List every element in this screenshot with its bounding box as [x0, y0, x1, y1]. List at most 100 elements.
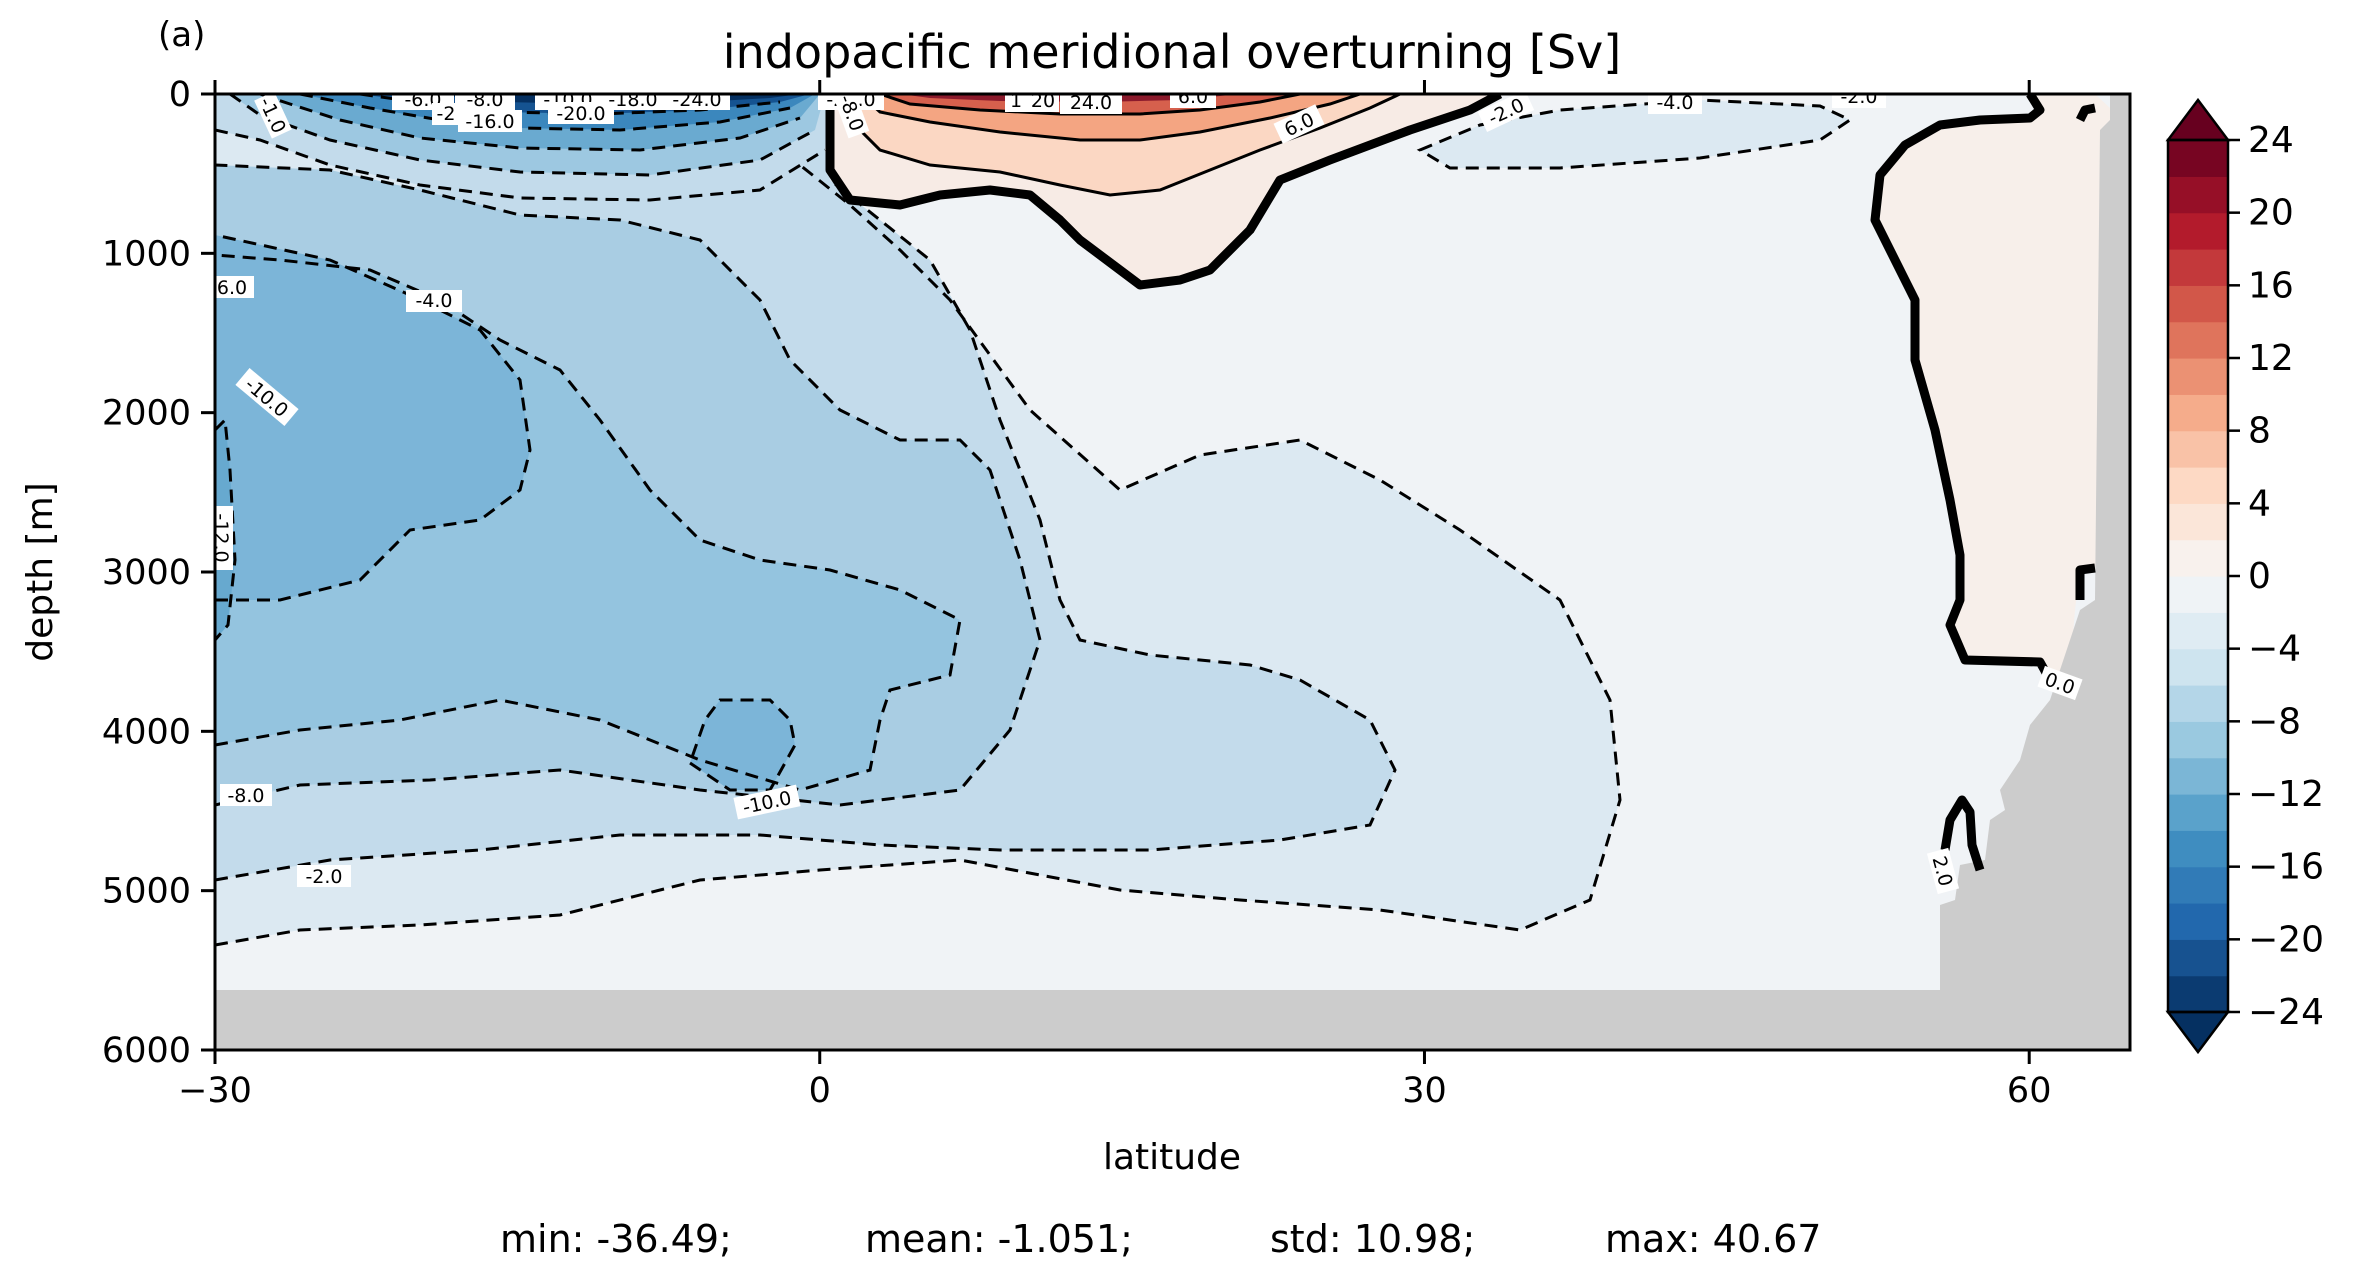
contour-label: 6.0 — [217, 277, 247, 299]
colorbar-segment — [2168, 285, 2228, 323]
x-tick-label: 60 — [2007, 1071, 2052, 1111]
colorbar-tick-label: 0 — [2248, 556, 2271, 597]
colorbar-tick-label: −20 — [2248, 919, 2324, 960]
colorbar-segment — [2168, 685, 2228, 722]
colorbar-tick-label: −24 — [2248, 992, 2324, 1033]
contour-label-box — [664, 94, 730, 110]
colorbar-segment — [2168, 830, 2228, 868]
contour-line — [825, 94, 1503, 290]
colorbar-segment — [2168, 648, 2228, 686]
y-tick-label: 6000 — [102, 1031, 191, 1071]
colorbar-segment — [2168, 939, 2228, 977]
contour-label: -2 — [437, 103, 456, 125]
contour-label: 6.0 — [1178, 86, 1208, 108]
contour-label: -2.0 — [305, 866, 342, 888]
colorbar-tick-label: −4 — [2248, 629, 2301, 670]
contour-label: -12.0 — [210, 513, 232, 562]
contour-line — [858, 94, 1361, 142]
x-axis-title: latitude — [1103, 1137, 1241, 1178]
contour-line — [215, 253, 962, 792]
contour-label-box — [600, 94, 666, 110]
contour-label-box — [1273, 104, 1325, 144]
contour-label-box — [235, 368, 299, 426]
y-tick-label: 5000 — [102, 872, 191, 912]
colorbar-tick-label: 12 — [2248, 338, 2294, 379]
colorbar-tick-label: −12 — [2248, 774, 2324, 815]
contour-label-box — [1648, 94, 1702, 114]
contour-line — [259, 94, 801, 152]
contour-line — [215, 163, 1042, 807]
contour-label-box — [1027, 94, 1059, 112]
colorbar-segment — [2168, 576, 2228, 613]
y-tick-label: 3000 — [102, 553, 191, 593]
y-tick-label: 4000 — [102, 712, 191, 752]
contour-label: -18.0 — [608, 89, 657, 111]
x-axis: −30 0 30 60 — [178, 80, 2051, 1111]
contour-label-box — [455, 94, 515, 110]
contour-line — [843, 94, 1401, 197]
fill-band-minus-10-eq — [690, 700, 795, 790]
colorbar-segment — [2168, 212, 2228, 250]
colorbar-tick-label: 24 — [2248, 120, 2294, 161]
colorbar-segment — [2168, 975, 2228, 1013]
colorbar-segment — [2168, 140, 2228, 177]
colorbar-extend-max — [2165, 97, 2231, 142]
contour-plot-area: -6.0 -8.0 -2 -16.0 -10.0 -18.0 -24.0 -20… — [210, 86, 2130, 1050]
contour-label-box — [1477, 94, 1535, 132]
contour-label-box — [733, 784, 801, 820]
contour-line — [215, 128, 826, 202]
contour-line — [2075, 563, 2096, 600]
contour-line — [1940, 795, 1985, 872]
zero-contours — [825, 94, 2096, 872]
colorbar-segment — [2168, 539, 2228, 577]
contour-label: 1 — [1010, 90, 1022, 112]
y-tick-label: 1000 — [102, 234, 191, 274]
contour-label-box — [1926, 847, 1960, 895]
contour-label-box — [297, 865, 351, 887]
colorbar-extend-min — [2165, 1010, 2231, 1055]
colorbar-segment — [2168, 430, 2228, 468]
stat-min: min: -36.49; — [500, 1217, 732, 1261]
stat-max: max: 40.67 — [1605, 1217, 1821, 1261]
contour-label-box — [2037, 665, 2083, 701]
colorbar-segment — [2168, 721, 2228, 759]
contour-label: -24.0 — [672, 89, 721, 111]
stat-mean: mean: -1.051; — [865, 1217, 1133, 1261]
colorbar-segment — [2168, 866, 2228, 904]
x-tick-label: 0 — [809, 1071, 831, 1111]
contour-label: -4.0 — [415, 290, 452, 312]
contour-label-box — [548, 102, 614, 124]
contour-label: 20 — [1031, 90, 1055, 112]
y-tick-label: 2000 — [102, 394, 191, 434]
colorbar-segment — [2168, 612, 2228, 650]
panel-label: (a) — [158, 15, 205, 55]
colorbar-segment — [2168, 794, 2228, 831]
colorbar-segment — [2168, 903, 2228, 940]
contour-label-box — [1832, 94, 1886, 108]
colorbar-tick-label: −16 — [2248, 847, 2324, 888]
fill-band-minus-10 — [215, 235, 530, 600]
contour-label-box — [832, 94, 870, 139]
colorbar-tick-label: −8 — [2248, 701, 2301, 742]
contour-label-box — [406, 290, 462, 312]
chart-title: indopacific meridional overturning [Sv] — [723, 25, 1621, 79]
contour-line — [215, 233, 532, 602]
colorbar-segment — [2168, 249, 2228, 286]
contour-label-box — [1060, 94, 1122, 114]
colorbar-segment — [2168, 358, 2228, 395]
colorbar-tick-label: 4 — [2248, 483, 2271, 524]
colorbar-segment — [2168, 757, 2228, 795]
colorbar-tick-label: 16 — [2248, 265, 2294, 306]
contour-label-box — [254, 94, 292, 139]
contour-label-box — [220, 784, 272, 806]
colorbar: 24 20 16 12 8 4 0 −4 −8 −12 −16 −20 −24 — [2165, 97, 2324, 1055]
contour-label-box — [432, 103, 460, 125]
contour-label: -4.0 — [1656, 92, 1693, 114]
contour-line — [1870, 94, 2054, 683]
contour-label: -16.0 — [465, 111, 514, 133]
contour-line — [2075, 103, 2096, 123]
x-tick-label: −30 — [178, 1071, 252, 1111]
fill-north-deep-positive — [1875, 94, 2110, 680]
contour-label-box — [1005, 94, 1027, 112]
contour-line — [688, 698, 797, 792]
